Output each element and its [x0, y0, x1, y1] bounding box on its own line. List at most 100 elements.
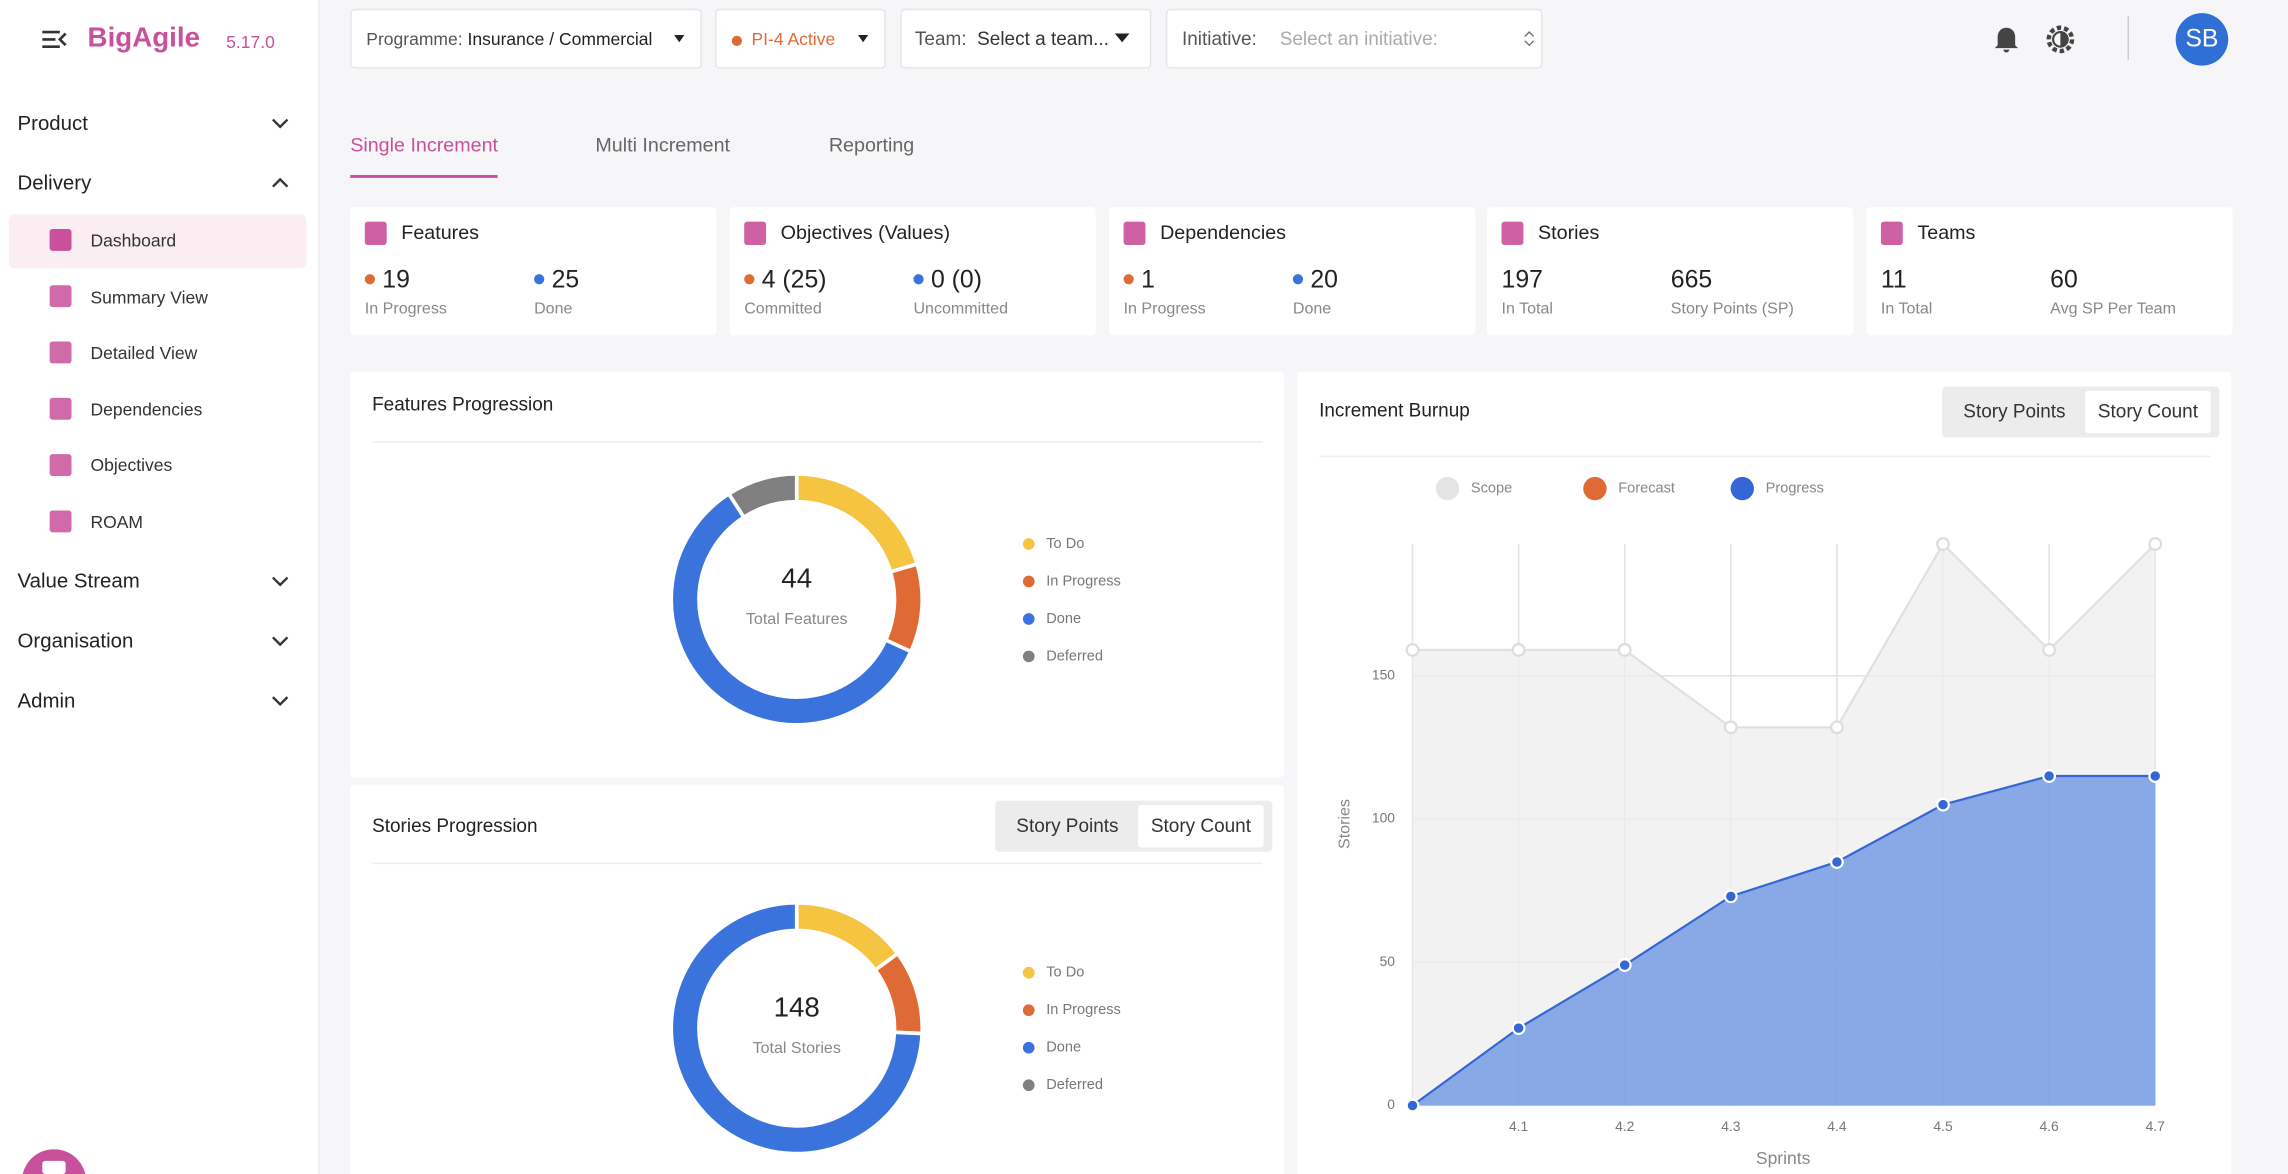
card: [1108, 207, 1476, 336]
panel-title: Increment Burnup: [1319, 400, 1470, 421]
legend-label: Forecast: [1618, 480, 1675, 496]
legend-label: In Progress: [1046, 573, 1121, 589]
center-value: 44: [781, 563, 812, 594]
bell[interactable]: [1993, 25, 2019, 54]
point: [1723, 889, 1738, 904]
menu-icon[interactable]: [41, 29, 67, 49]
card-icon: [364, 221, 387, 246]
menu-item[interactable]: Objectives: [90, 455, 173, 477]
tab[interactable]: Single Increment: [350, 134, 499, 157]
toggle-option: Story Count: [2098, 402, 2199, 423]
point: [1617, 643, 1632, 657]
point: [1936, 537, 1950, 551]
menu-item[interactable]: Dependencies: [90, 399, 203, 420]
card-title: Stories: [1537, 221, 1600, 244]
card-title: Teams: [1917, 221, 1976, 244]
stat-label: Done: [534, 300, 573, 318]
legend-dot: [1022, 650, 1035, 663]
legend-label: Scope: [1471, 480, 1512, 496]
x-tick-label: 4.4: [1827, 1118, 1847, 1134]
menu-item[interactable]: Dashboard: [90, 230, 177, 251]
chevron: [272, 696, 289, 707]
initiative-select[interactable]: [1165, 8, 1543, 69]
point: [1405, 1098, 1420, 1113]
point: [2042, 643, 2057, 657]
donut-segment: [669, 491, 914, 727]
legend-dot: [1022, 575, 1035, 588]
theme-toggle[interactable]: [2044, 23, 2076, 55]
value: Select a team...: [977, 27, 1109, 50]
legend-label: To Do: [1046, 965, 1084, 981]
chevron: [272, 118, 289, 129]
point: [2148, 769, 2163, 783]
x-tick-label: 4.7: [2146, 1118, 2165, 1134]
center-label: Total Stories: [753, 1039, 841, 1057]
stat-label: In Progress: [364, 300, 447, 318]
point: [1723, 720, 1738, 735]
card-title: Dependencies: [1160, 221, 1287, 244]
legend-dot: [1730, 476, 1754, 501]
menu-section[interactable]: Delivery: [17, 170, 92, 194]
stat-value: 197: [1501, 265, 1543, 294]
team-select[interactable]: [900, 8, 1152, 69]
center-value: 148: [774, 992, 820, 1023]
menu-item[interactable]: Detailed View: [90, 342, 198, 364]
donut-segment: [726, 472, 799, 520]
stat-value: 11: [1880, 265, 1907, 294]
stat-label: In Progress: [1123, 300, 1206, 318]
divider: [2127, 16, 2129, 60]
menu-section[interactable]: Value Stream: [17, 568, 140, 593]
card-title: Objectives (Values): [780, 221, 951, 244]
legend-dot: [1022, 966, 1035, 979]
card: [1866, 207, 2233, 336]
dot: [364, 274, 376, 285]
tab-underline: [350, 175, 498, 178]
menu-section[interactable]: Admin: [17, 688, 76, 712]
panel-title: Stories Progression: [372, 816, 537, 837]
stat-label: In Total: [1880, 300, 1933, 318]
stat-value: 665: [1670, 265, 1713, 294]
y-axis-label: Stories: [1336, 799, 1354, 849]
line: [1411, 774, 2156, 1107]
programme-select[interactable]: [350, 8, 702, 69]
y-tick-label: 150: [1372, 666, 1395, 682]
stat-value: 20: [1310, 265, 1338, 294]
caret: [1114, 33, 1130, 43]
menu-section[interactable]: Product: [17, 110, 88, 135]
line: [1412, 542, 2157, 729]
menu-item[interactable]: Summary View: [90, 286, 208, 308]
area: [1412, 776, 2156, 1106]
menu-icon: [49, 228, 72, 251]
menu-item[interactable]: ROAM: [90, 511, 144, 533]
legend-label: Deferred: [1046, 648, 1103, 664]
label: Team:: [914, 27, 967, 50]
caret: [858, 35, 869, 43]
toggle-active: [1138, 805, 1264, 848]
point: [1829, 855, 1844, 869]
stat-label: Done: [1292, 300, 1332, 318]
x-tick-label: 4.5: [1933, 1118, 1953, 1134]
brand: BigAgile: [87, 23, 201, 54]
dot: [744, 274, 755, 285]
menu-section[interactable]: Organisation: [17, 628, 134, 652]
caret: [674, 35, 685, 43]
stat-value: 0 (0): [930, 265, 982, 294]
card: [1486, 207, 1854, 336]
dot: [1123, 274, 1134, 285]
tab[interactable]: Multi Increment: [595, 134, 731, 157]
y-tick-label: 0: [1387, 1096, 1395, 1112]
stat-label: Committed: [744, 300, 822, 318]
legend-dot: [1583, 476, 1607, 501]
dot: [1292, 274, 1304, 285]
legend-label: To Do: [1046, 536, 1084, 552]
toggle-option: Story Points: [1016, 816, 1118, 837]
chat-button[interactable]: [22, 1149, 89, 1174]
chevron: [272, 636, 289, 647]
pi-select[interactable]: [715, 8, 886, 69]
label: Team: Select a team...: [915, 28, 1109, 50]
avatar[interactable]: SB: [2175, 13, 2229, 66]
stat-value: 25: [551, 265, 580, 294]
toggle-active: [2085, 390, 2211, 434]
tab[interactable]: Reporting: [828, 134, 915, 157]
